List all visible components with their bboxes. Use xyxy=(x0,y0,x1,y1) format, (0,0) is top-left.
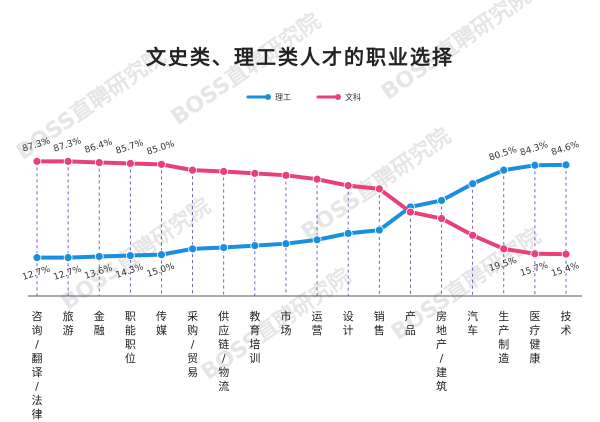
point-s0-4 xyxy=(157,250,166,260)
data-label-s0-16: 84.3% xyxy=(519,140,550,158)
point-s1-9 xyxy=(312,174,322,184)
series-line-1 xyxy=(35,159,568,257)
category-label-6: 供应链/物流 xyxy=(218,309,229,393)
category-label-15: 生产制造 xyxy=(498,309,509,365)
point-s1-7 xyxy=(250,168,260,178)
category-label-4: 传媒 xyxy=(156,310,167,337)
legend-label-0: 理工 xyxy=(275,93,291,102)
legend-marker-1 xyxy=(335,94,341,100)
legend-label-1: 文科 xyxy=(345,92,361,102)
point-s0-2 xyxy=(94,252,104,261)
data-label-s1-16: 15.7% xyxy=(519,261,550,279)
point-s0-5 xyxy=(188,244,197,254)
point-s0-13 xyxy=(437,196,446,205)
point-s0-17 xyxy=(561,160,571,170)
category-label-2: 金融 xyxy=(94,309,105,337)
point-s1-10 xyxy=(343,181,353,191)
category-label-17: 技术 xyxy=(561,310,572,337)
point-s0-0 xyxy=(32,253,42,263)
point-s1-17 xyxy=(561,249,571,259)
legend: 理工 文科 xyxy=(246,92,361,102)
category-label-9: 运营 xyxy=(312,310,323,337)
point-s0-7 xyxy=(250,241,260,251)
point-s1-13 xyxy=(437,214,446,223)
point-s1-8 xyxy=(281,170,291,180)
point-s0-10 xyxy=(343,228,353,238)
data-label-s0-0: 12.7% xyxy=(21,264,52,282)
point-s1-14 xyxy=(468,230,478,240)
point-s1-6 xyxy=(219,167,229,176)
category-label-11: 销售 xyxy=(374,309,385,337)
watermark-text-3: BOSS直聘研究院 xyxy=(296,123,455,245)
category-label-3: 职能职位 xyxy=(125,310,136,365)
point-s0-1 xyxy=(63,253,73,263)
legend-marker-0 xyxy=(265,94,271,100)
drop-lines xyxy=(36,161,567,296)
data-label-s0-4: 15.0% xyxy=(146,261,177,279)
point-s0-11 xyxy=(374,225,384,235)
data-label-s1-17: 15.4% xyxy=(550,261,581,279)
point-s1-5 xyxy=(188,165,197,175)
category-label-12: 产品 xyxy=(405,309,416,337)
category-label-16: 医疗健康 xyxy=(529,310,540,365)
category-label-0: 咨询/翻译/法律 xyxy=(32,309,43,421)
category-label-13: 房地产/建筑 xyxy=(436,310,447,393)
point-s0-14 xyxy=(468,179,478,189)
data-label-s1-2: 86.4% xyxy=(83,137,114,155)
point-s1-2 xyxy=(94,158,104,167)
series-line-0 xyxy=(35,162,568,260)
data-label-s1-4: 85.0% xyxy=(146,139,177,157)
category-label-1: 旅游 xyxy=(63,309,74,337)
point-s1-16 xyxy=(530,249,540,259)
point-s1-11 xyxy=(374,184,384,194)
point-s1-15 xyxy=(499,244,509,254)
chart-title: 文史类、理工类人才的职业选择 xyxy=(146,45,454,69)
point-s1-3 xyxy=(125,159,135,168)
category-label-5: 采购/贸易 xyxy=(187,310,198,379)
point-s1-12 xyxy=(406,207,415,217)
category-label-10: 设计 xyxy=(343,310,354,337)
category-label-8: 市场 xyxy=(280,309,291,337)
category-label-7: 教育培训 xyxy=(249,310,260,365)
point-s1-1 xyxy=(63,156,73,166)
point-s1-4 xyxy=(157,159,166,169)
point-s0-6 xyxy=(219,243,229,252)
data-label-s0-17: 84.6% xyxy=(550,140,581,158)
point-s0-8 xyxy=(281,239,291,249)
data-label-s1-3: 85.7% xyxy=(115,138,146,156)
point-s0-3 xyxy=(125,251,135,260)
series-layer xyxy=(32,156,571,263)
watermark-text-1: BOSS直聘研究院 xyxy=(166,8,325,130)
category-label-14: 汽车 xyxy=(467,309,478,337)
point-s0-9 xyxy=(312,235,322,245)
data-label-s0-15: 80.5% xyxy=(488,145,519,163)
point-s1-0 xyxy=(32,156,42,166)
point-s0-15 xyxy=(499,165,509,175)
point-s0-16 xyxy=(530,160,540,170)
